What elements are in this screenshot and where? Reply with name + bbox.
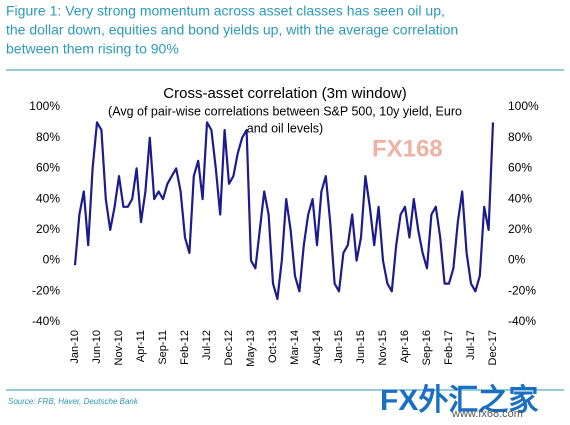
chart-title: Cross-asset correlation (3m window) [163, 85, 406, 102]
watermark: FX168 [372, 135, 443, 162]
y2-tick-label: 0% [508, 253, 526, 267]
x-tick-label: Nov-10 [113, 330, 125, 365]
data-line [73, 121, 495, 301]
x-tick-label: Jun-10 [91, 330, 103, 364]
y-tick-label: 20% [36, 222, 60, 236]
x-tick-label: Dec-12 [223, 330, 235, 365]
y2-tick-label: 60% [508, 161, 532, 175]
x-tick-label: Apr-16 [399, 330, 411, 363]
x-tick-label: Feb-17 [443, 330, 455, 365]
y-tick-label: 100% [29, 99, 60, 113]
x-tick-label: Feb-12 [179, 330, 191, 365]
y-tick-label: 0% [43, 253, 61, 267]
chart-subtitle: (Avg of pair-wise correlations between S… [108, 104, 462, 118]
figure-title: the dollar down, equities and bond yield… [6, 22, 458, 38]
x-tick-label: Nov-15 [377, 330, 389, 365]
x-tick-label: Aug-14 [311, 330, 323, 365]
x-tick-label: Apr-11 [135, 330, 147, 362]
x-tick-label: May-13 [245, 330, 257, 367]
y-tick-label: 80% [36, 130, 60, 144]
y-tick-label: -20% [32, 283, 60, 297]
y-tick-label: 40% [36, 191, 60, 205]
x-tick-label: Sep-16 [421, 330, 433, 365]
x-tick-label: Jan-15 [333, 330, 345, 364]
y-tick-label: 60% [36, 161, 60, 175]
x-tick-label: Mar-14 [289, 330, 301, 365]
x-tick-label: Sep-11 [157, 330, 169, 365]
y2-tick-label: 80% [508, 130, 532, 144]
figure-title: between them rising to 90% [6, 41, 179, 57]
x-tick-label: Jul-17 [465, 330, 477, 360]
y2-tick-label: 20% [508, 222, 532, 236]
x-tick-label: Jan-10 [69, 330, 81, 364]
figure-title: Figure 1: Very strong momentum across as… [6, 3, 445, 19]
source: Source: FRB, Haver, Deutsche Bank [8, 397, 139, 406]
y2-tick-label: -20% [508, 283, 536, 297]
y2-tick-label: 100% [508, 99, 539, 113]
y2-tick-label: -40% [508, 314, 536, 328]
x-tick-label: Jul-12 [201, 330, 213, 360]
x-tick-label: Oct-13 [267, 330, 279, 363]
x-tick-label: Dec-17 [487, 330, 499, 365]
watermark: FX外汇之家 [380, 383, 538, 417]
y-tick-label: -40% [32, 314, 60, 328]
chart-subtitle: and oil levels) [247, 121, 323, 135]
watermark: www.fx68.com [451, 408, 523, 420]
x-tick-label: Jun-15 [355, 330, 367, 364]
y2-tick-label: 40% [508, 191, 532, 205]
